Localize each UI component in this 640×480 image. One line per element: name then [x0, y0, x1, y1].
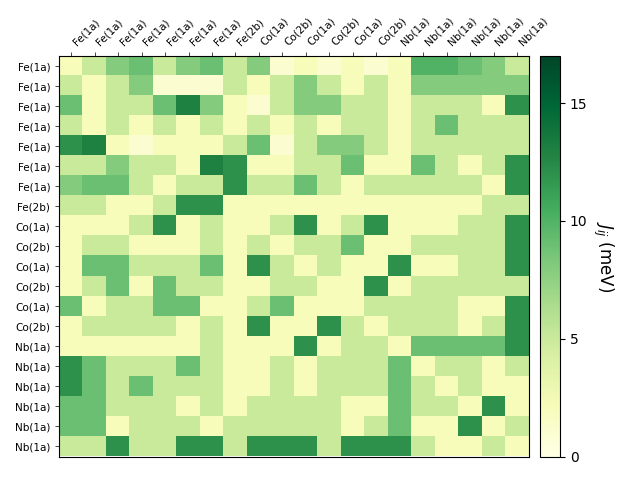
Y-axis label: $J_{ij}$ (meV): $J_{ij}$ (meV) [591, 221, 615, 292]
